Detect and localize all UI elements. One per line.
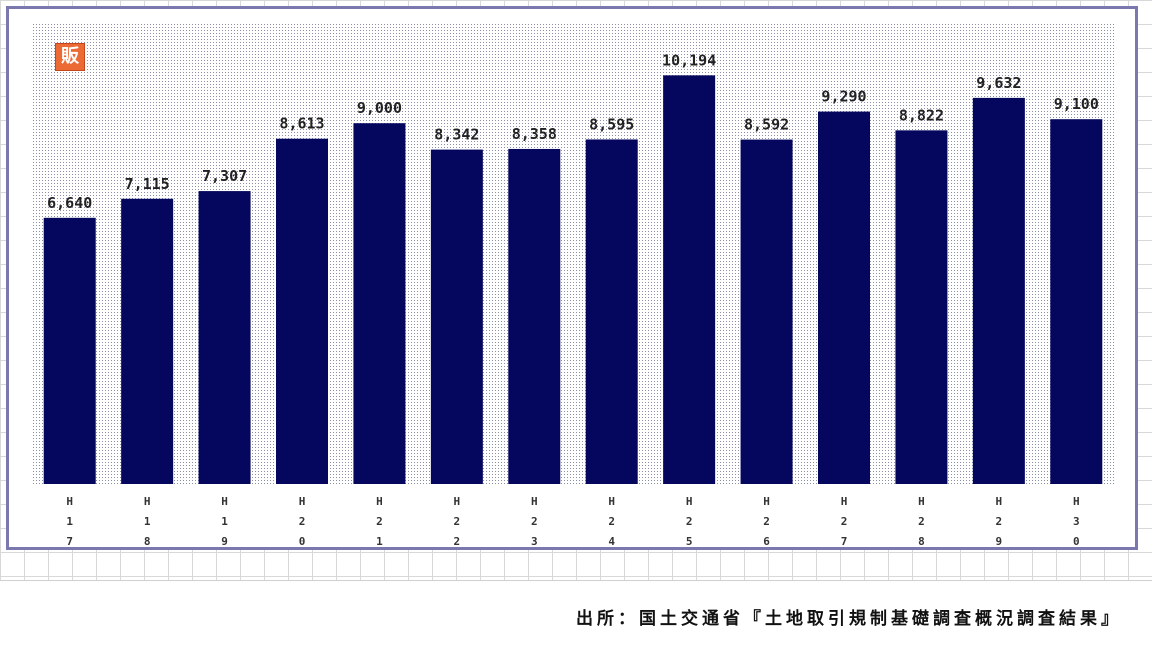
- tick-label-H24-2: 4: [608, 535, 615, 547]
- tick-label-H24-1: 2: [608, 515, 615, 528]
- tick-label-H23-2: 3: [531, 535, 538, 547]
- tick-label-H28-0: H: [918, 495, 925, 508]
- bar-H19: [198, 191, 251, 485]
- bar-H25: [663, 75, 716, 484]
- value-label-H24: 8,595: [589, 115, 634, 133]
- tick-label-H29-0: H: [996, 495, 1003, 508]
- tick-label-H17-0: H: [66, 495, 73, 508]
- value-label-H26: 8,592: [744, 116, 789, 134]
- tick-label-H27-1: 2: [841, 515, 848, 528]
- bar-H26: [740, 139, 793, 484]
- tick-label-H29-2: 9: [996, 535, 1003, 547]
- tick-label-H25-0: H: [686, 495, 693, 508]
- chart-frame: 6,640 7,115 7,307 8,613 9,000 8,342 8,358 8,595…: [6, 6, 1138, 550]
- tick-label-H18-0: H: [144, 495, 151, 508]
- tick-label-H22-1: 2: [454, 515, 461, 528]
- value-label-H21: 9,000: [357, 99, 402, 117]
- bar-H28: [895, 130, 948, 484]
- value-label-H28: 8,822: [899, 106, 944, 124]
- tick-label-H28-2: 8: [918, 535, 925, 547]
- tick-label-H21-2: 1: [376, 535, 383, 547]
- tick-label-H19-1: 1: [221, 515, 228, 528]
- bar-H29: [972, 97, 1025, 484]
- value-label-H23: 8,358: [512, 125, 557, 143]
- tick-label-H18-1: 1: [144, 515, 151, 528]
- value-label-H30: 9,100: [1054, 95, 1099, 113]
- tick-label-H28-1: 2: [918, 515, 925, 528]
- tick-label-H26-2: 6: [763, 535, 770, 547]
- value-label-H29: 9,632: [976, 74, 1021, 92]
- tick-label-H27-2: 7: [841, 535, 848, 547]
- tick-label-H19-2: 9: [221, 535, 228, 547]
- source-note: 出所：国土交通省『土地取引規制基礎調査概況調査結果』: [576, 609, 1122, 629]
- tick-label-H30-1: 3: [1073, 515, 1080, 528]
- tick-label-H18-2: 8: [144, 535, 151, 547]
- bar-H22: [430, 149, 483, 484]
- tick-label-H19-0: H: [221, 495, 228, 508]
- value-label-H19: 7,307: [202, 167, 247, 185]
- bar-H20: [276, 138, 328, 484]
- bar-chart: 6,640 7,115 7,307 8,613 9,000 8,342 8,358 8,595…: [31, 23, 1115, 547]
- badge-icon: 販: [55, 43, 85, 71]
- tick-label-H22-0: H: [454, 495, 461, 508]
- value-label-H22: 8,342: [434, 126, 479, 144]
- tick-label-H25-1: 2: [686, 515, 693, 528]
- tick-label-H24-0: H: [608, 495, 615, 508]
- tick-label-H20-1: 2: [299, 515, 306, 528]
- value-label-H25: 10,194: [662, 51, 716, 69]
- tick-label-H20-0: H: [299, 495, 306, 508]
- tick-label-H22-2: 2: [454, 535, 461, 547]
- plot-area: [31, 23, 1115, 484]
- bar-H17: [43, 217, 96, 484]
- bar-H18: [121, 198, 174, 484]
- value-label-H18: 7,115: [125, 175, 170, 193]
- tick-label-H30-0: H: [1073, 495, 1080, 508]
- tick-label-H17-2: 7: [66, 535, 73, 547]
- bar-H24: [585, 139, 638, 484]
- tick-label-H21-1: 2: [376, 515, 383, 528]
- tick-label-H23-0: H: [531, 495, 538, 508]
- tick-label-H23-1: 2: [531, 515, 538, 528]
- tick-label-H26-0: H: [763, 495, 770, 508]
- value-label-H27: 9,290: [821, 88, 866, 106]
- bar-H23: [508, 148, 561, 484]
- bar-H30: [1050, 119, 1103, 485]
- bar-H27: [818, 111, 870, 485]
- tick-label-H29-1: 2: [996, 515, 1003, 528]
- tick-label-H26-1: 2: [763, 515, 770, 528]
- tick-label-H21-0: H: [376, 495, 383, 508]
- tick-label-H17-1: 1: [66, 515, 73, 528]
- bar-H21: [353, 123, 406, 484]
- tick-label-H20-2: 0: [299, 535, 306, 547]
- value-label-H17: 6,640: [47, 194, 92, 212]
- value-label-H20: 8,613: [279, 115, 324, 133]
- tick-label-H30-2: 0: [1073, 535, 1080, 547]
- tick-label-H27-0: H: [841, 495, 848, 508]
- tick-label-H25-2: 5: [686, 535, 693, 547]
- footer-band: [0, 580, 1152, 649]
